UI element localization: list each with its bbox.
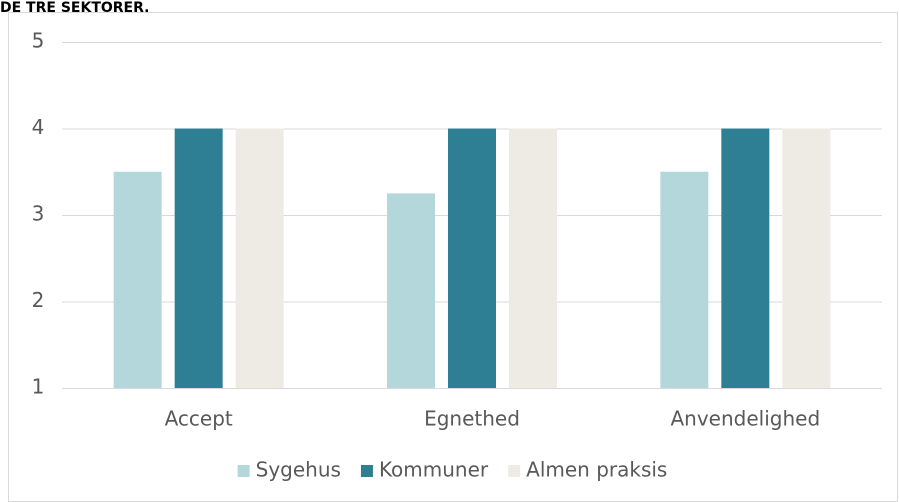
y-tick-label: 2 [32, 288, 45, 312]
legend-swatch [360, 465, 373, 477]
chart-title: DE TRE SEKTORER. [0, 0, 149, 16]
bar [509, 128, 557, 388]
legend-swatch [237, 465, 250, 477]
bar [448, 128, 496, 388]
bar [387, 193, 435, 388]
bar [113, 171, 162, 388]
bar [660, 171, 709, 388]
y-tick-label: 5 [32, 29, 45, 53]
y-tick-label: 4 [32, 115, 45, 139]
bar [174, 128, 223, 388]
bar [721, 128, 770, 388]
legend-label: Kommuner [379, 458, 489, 482]
legend-label: Sygehus [256, 458, 341, 482]
y-tick-label: 1 [32, 375, 45, 399]
bar [235, 128, 284, 388]
y-tick-label: 3 [32, 202, 45, 226]
legend-label: Almen praksis [526, 458, 667, 482]
bar [782, 128, 831, 388]
x-tick-label: Anvendelighed [670, 407, 820, 431]
x-tick-label: Accept [165, 407, 233, 431]
legend-swatch [508, 465, 521, 477]
x-tick-label: Egnethed [424, 407, 520, 431]
